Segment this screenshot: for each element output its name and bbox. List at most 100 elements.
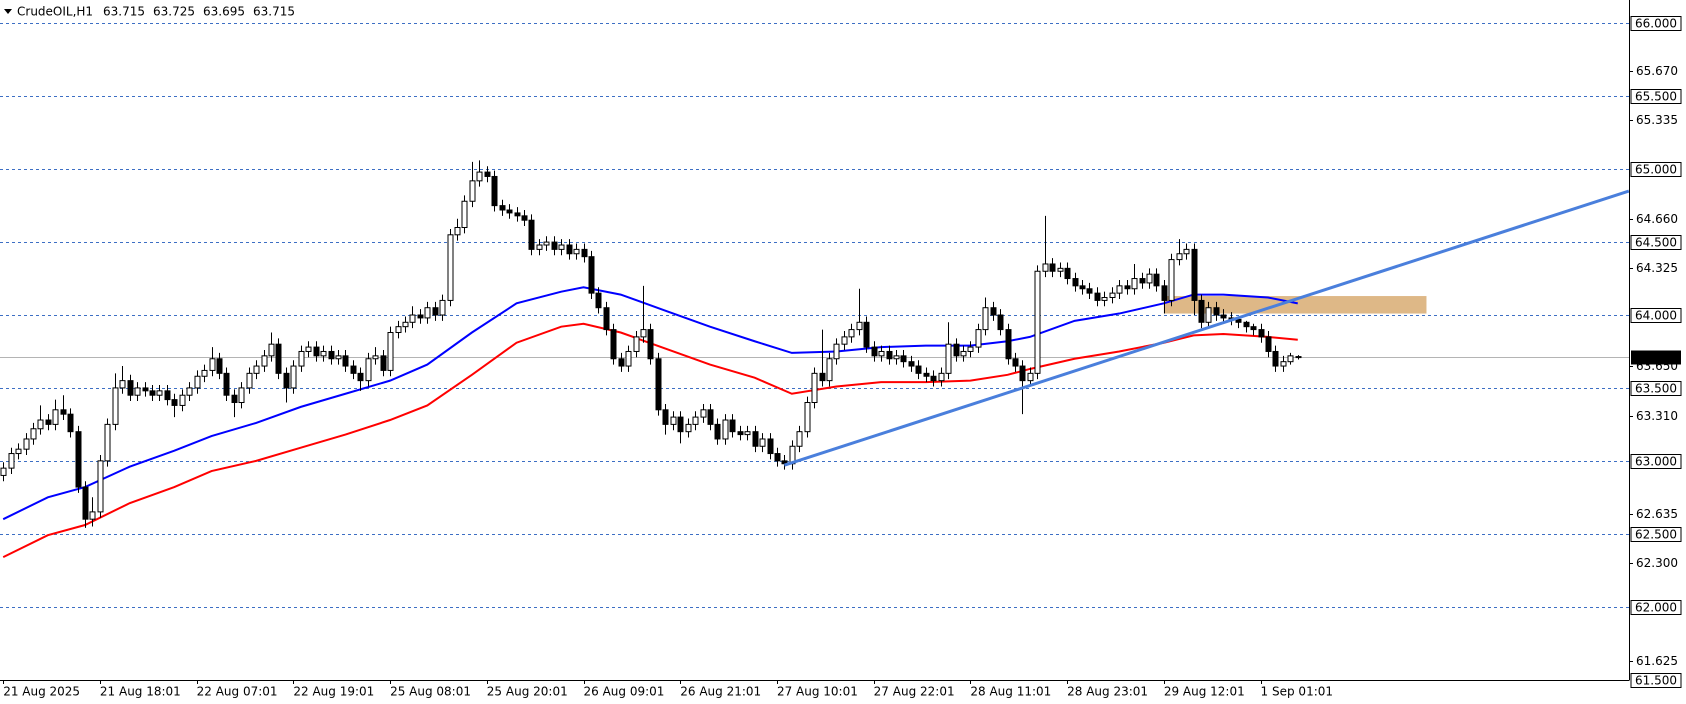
candle-body <box>387 332 394 371</box>
x-tick-label: 26 Aug 09:01 <box>584 685 665 699</box>
candle-body <box>647 329 654 360</box>
candle-body <box>759 438 766 447</box>
candle-body <box>707 409 714 425</box>
candle-body <box>1258 329 1265 338</box>
level-label-box <box>1630 89 1682 104</box>
candle-body <box>1235 318 1242 323</box>
level-label: 63.000 <box>1635 455 1677 469</box>
candle-body <box>1116 285 1123 294</box>
candle-body <box>1042 263 1049 272</box>
candle-body <box>328 350 335 360</box>
zone-layer <box>1163 296 1427 314</box>
candle-body <box>75 431 82 488</box>
x-tick-label: 22 Aug 07:01 <box>197 685 278 699</box>
candle-body <box>357 372 364 382</box>
x-tick-label: 28 Aug 23:01 <box>1067 685 1148 699</box>
candle-body <box>536 244 543 250</box>
level-label-box <box>1630 600 1682 615</box>
candle-body <box>1005 329 1012 360</box>
y-tick-label: 62.300 <box>1636 556 1678 570</box>
candle-body <box>1183 248 1190 255</box>
candle-body <box>1198 299 1205 323</box>
candle-body <box>960 350 967 357</box>
candle-body <box>737 431 744 436</box>
candle-body <box>104 423 111 462</box>
candle-body <box>52 409 59 425</box>
level-label: 64.500 <box>1635 236 1677 250</box>
candle-body <box>1168 259 1175 301</box>
candle-body <box>1287 355 1294 363</box>
candle-body <box>774 453 781 462</box>
candle-body <box>603 307 610 331</box>
candle-body <box>767 438 774 455</box>
candle-body <box>432 307 439 316</box>
candle-body <box>514 212 521 217</box>
candle-body <box>566 244 573 255</box>
candle-body <box>1124 285 1131 290</box>
candle-body <box>662 409 669 425</box>
candle-body <box>216 358 223 374</box>
candle-body <box>231 394 238 404</box>
candle-body <box>744 431 751 436</box>
level-label: 65.000 <box>1635 163 1677 177</box>
candle-body <box>1094 292 1101 301</box>
level-label-box <box>1630 673 1682 688</box>
candle-body <box>1250 326 1257 331</box>
candle-body <box>142 387 149 392</box>
level-label-box <box>1630 527 1682 542</box>
candle-body <box>1280 361 1287 367</box>
candle-body <box>990 307 997 316</box>
candle-body <box>1064 267 1071 280</box>
x-tick-label: 1 Sep 01:01 <box>1261 685 1333 699</box>
candle-body <box>335 355 342 360</box>
y-tick-label: 61.625 <box>1636 654 1678 668</box>
candle-body <box>469 180 476 202</box>
candle-body <box>878 350 885 357</box>
candle-body <box>506 209 513 214</box>
candle-body <box>275 343 282 374</box>
last-price-label: 63.715 <box>1635 351 1677 365</box>
candle-body <box>871 346 878 357</box>
candle-body <box>0 467 7 476</box>
level-label-box <box>1630 162 1682 177</box>
candle-body <box>1161 285 1168 301</box>
trendline <box>783 189 1630 467</box>
level-label: 63.500 <box>1635 382 1677 396</box>
moving-average <box>2 286 1298 521</box>
candle-body <box>528 219 535 250</box>
candle-body <box>238 387 245 404</box>
candle-body <box>60 409 67 415</box>
candle-body <box>826 358 833 382</box>
level-label: 62.500 <box>1635 528 1677 542</box>
candle-body <box>268 343 275 357</box>
candle-body <box>685 423 692 433</box>
candle-body <box>588 256 595 294</box>
candle-body <box>677 416 684 433</box>
candle-body <box>454 227 461 236</box>
candle-body <box>618 358 625 367</box>
candle-body <box>1079 285 1086 290</box>
candle-body <box>521 215 528 221</box>
candle-body <box>476 171 483 182</box>
x-tick-label: 22 Aug 19:01 <box>293 685 374 699</box>
candle-body <box>447 234 454 301</box>
header-high: 63.725 <box>153 5 195 19</box>
candle-body <box>811 372 818 404</box>
moving-average <box>2 322 1298 558</box>
candle-body <box>417 314 424 319</box>
trend-layer <box>783 189 1630 467</box>
level-label: 65.500 <box>1635 90 1677 104</box>
x-tick-label: 27 Aug 22:01 <box>874 685 955 699</box>
candle-body <box>424 307 431 319</box>
candle-body <box>982 307 989 331</box>
y-tick-label: 62.635 <box>1636 507 1678 521</box>
candle-body <box>1153 273 1160 287</box>
candle-body <box>409 314 416 323</box>
candle-body <box>89 511 96 520</box>
candle-body <box>819 372 826 382</box>
menu-triangle[interactable] <box>4 9 12 14</box>
candle-body <box>915 365 922 374</box>
candle-body <box>342 355 349 367</box>
